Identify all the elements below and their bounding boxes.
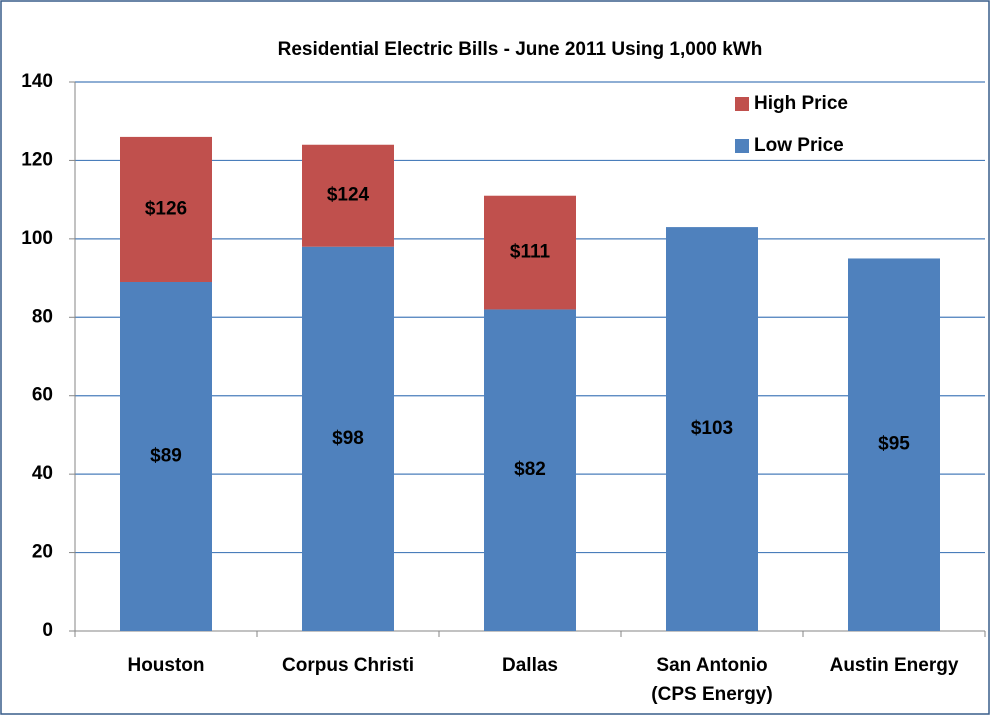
total-label: $126: [145, 198, 187, 219]
bar-segment: [120, 136, 212, 282]
bar-segment: [484, 309, 576, 631]
bar-segment: [666, 227, 758, 632]
y-tick-label: 0: [42, 620, 53, 641]
y-tick-label: 20: [32, 542, 53, 563]
legend-label: High Price: [754, 93, 848, 114]
x-tick-label: Dallas: [502, 655, 558, 676]
legend-label: Low Price: [754, 135, 844, 156]
y-tick-label: 100: [21, 228, 53, 249]
bar-segment: [848, 258, 940, 631]
data-label: $82: [514, 459, 546, 480]
bar-segment: [302, 246, 394, 631]
y-tick-label: 40: [32, 463, 53, 484]
x-tick-label: San Antonio (CPS Energy): [651, 655, 772, 705]
data-label: $103: [691, 418, 733, 439]
y-tick-label: 120: [21, 149, 53, 170]
chart-title: Residential Electric Bills - June 2011 U…: [278, 39, 763, 60]
bar-segment: [302, 144, 394, 247]
bar-segment: [120, 281, 212, 631]
legend-swatch: [735, 139, 749, 153]
y-tick-label: 140: [21, 71, 53, 92]
y-tick-label: 80: [32, 306, 53, 327]
data-label: $95: [878, 434, 910, 455]
data-label: $89: [150, 446, 182, 467]
total-label: $124: [327, 185, 370, 206]
x-tick-label: Corpus Christi: [282, 655, 414, 676]
x-tick-label: Austin Energy: [830, 655, 959, 676]
data-label: $98: [332, 428, 364, 449]
bar-segment: [484, 195, 576, 310]
y-tick-label: 60: [32, 385, 53, 406]
legend-swatch: [735, 97, 749, 111]
x-tick-label: Houston: [127, 655, 204, 676]
total-label: $111: [510, 242, 551, 263]
